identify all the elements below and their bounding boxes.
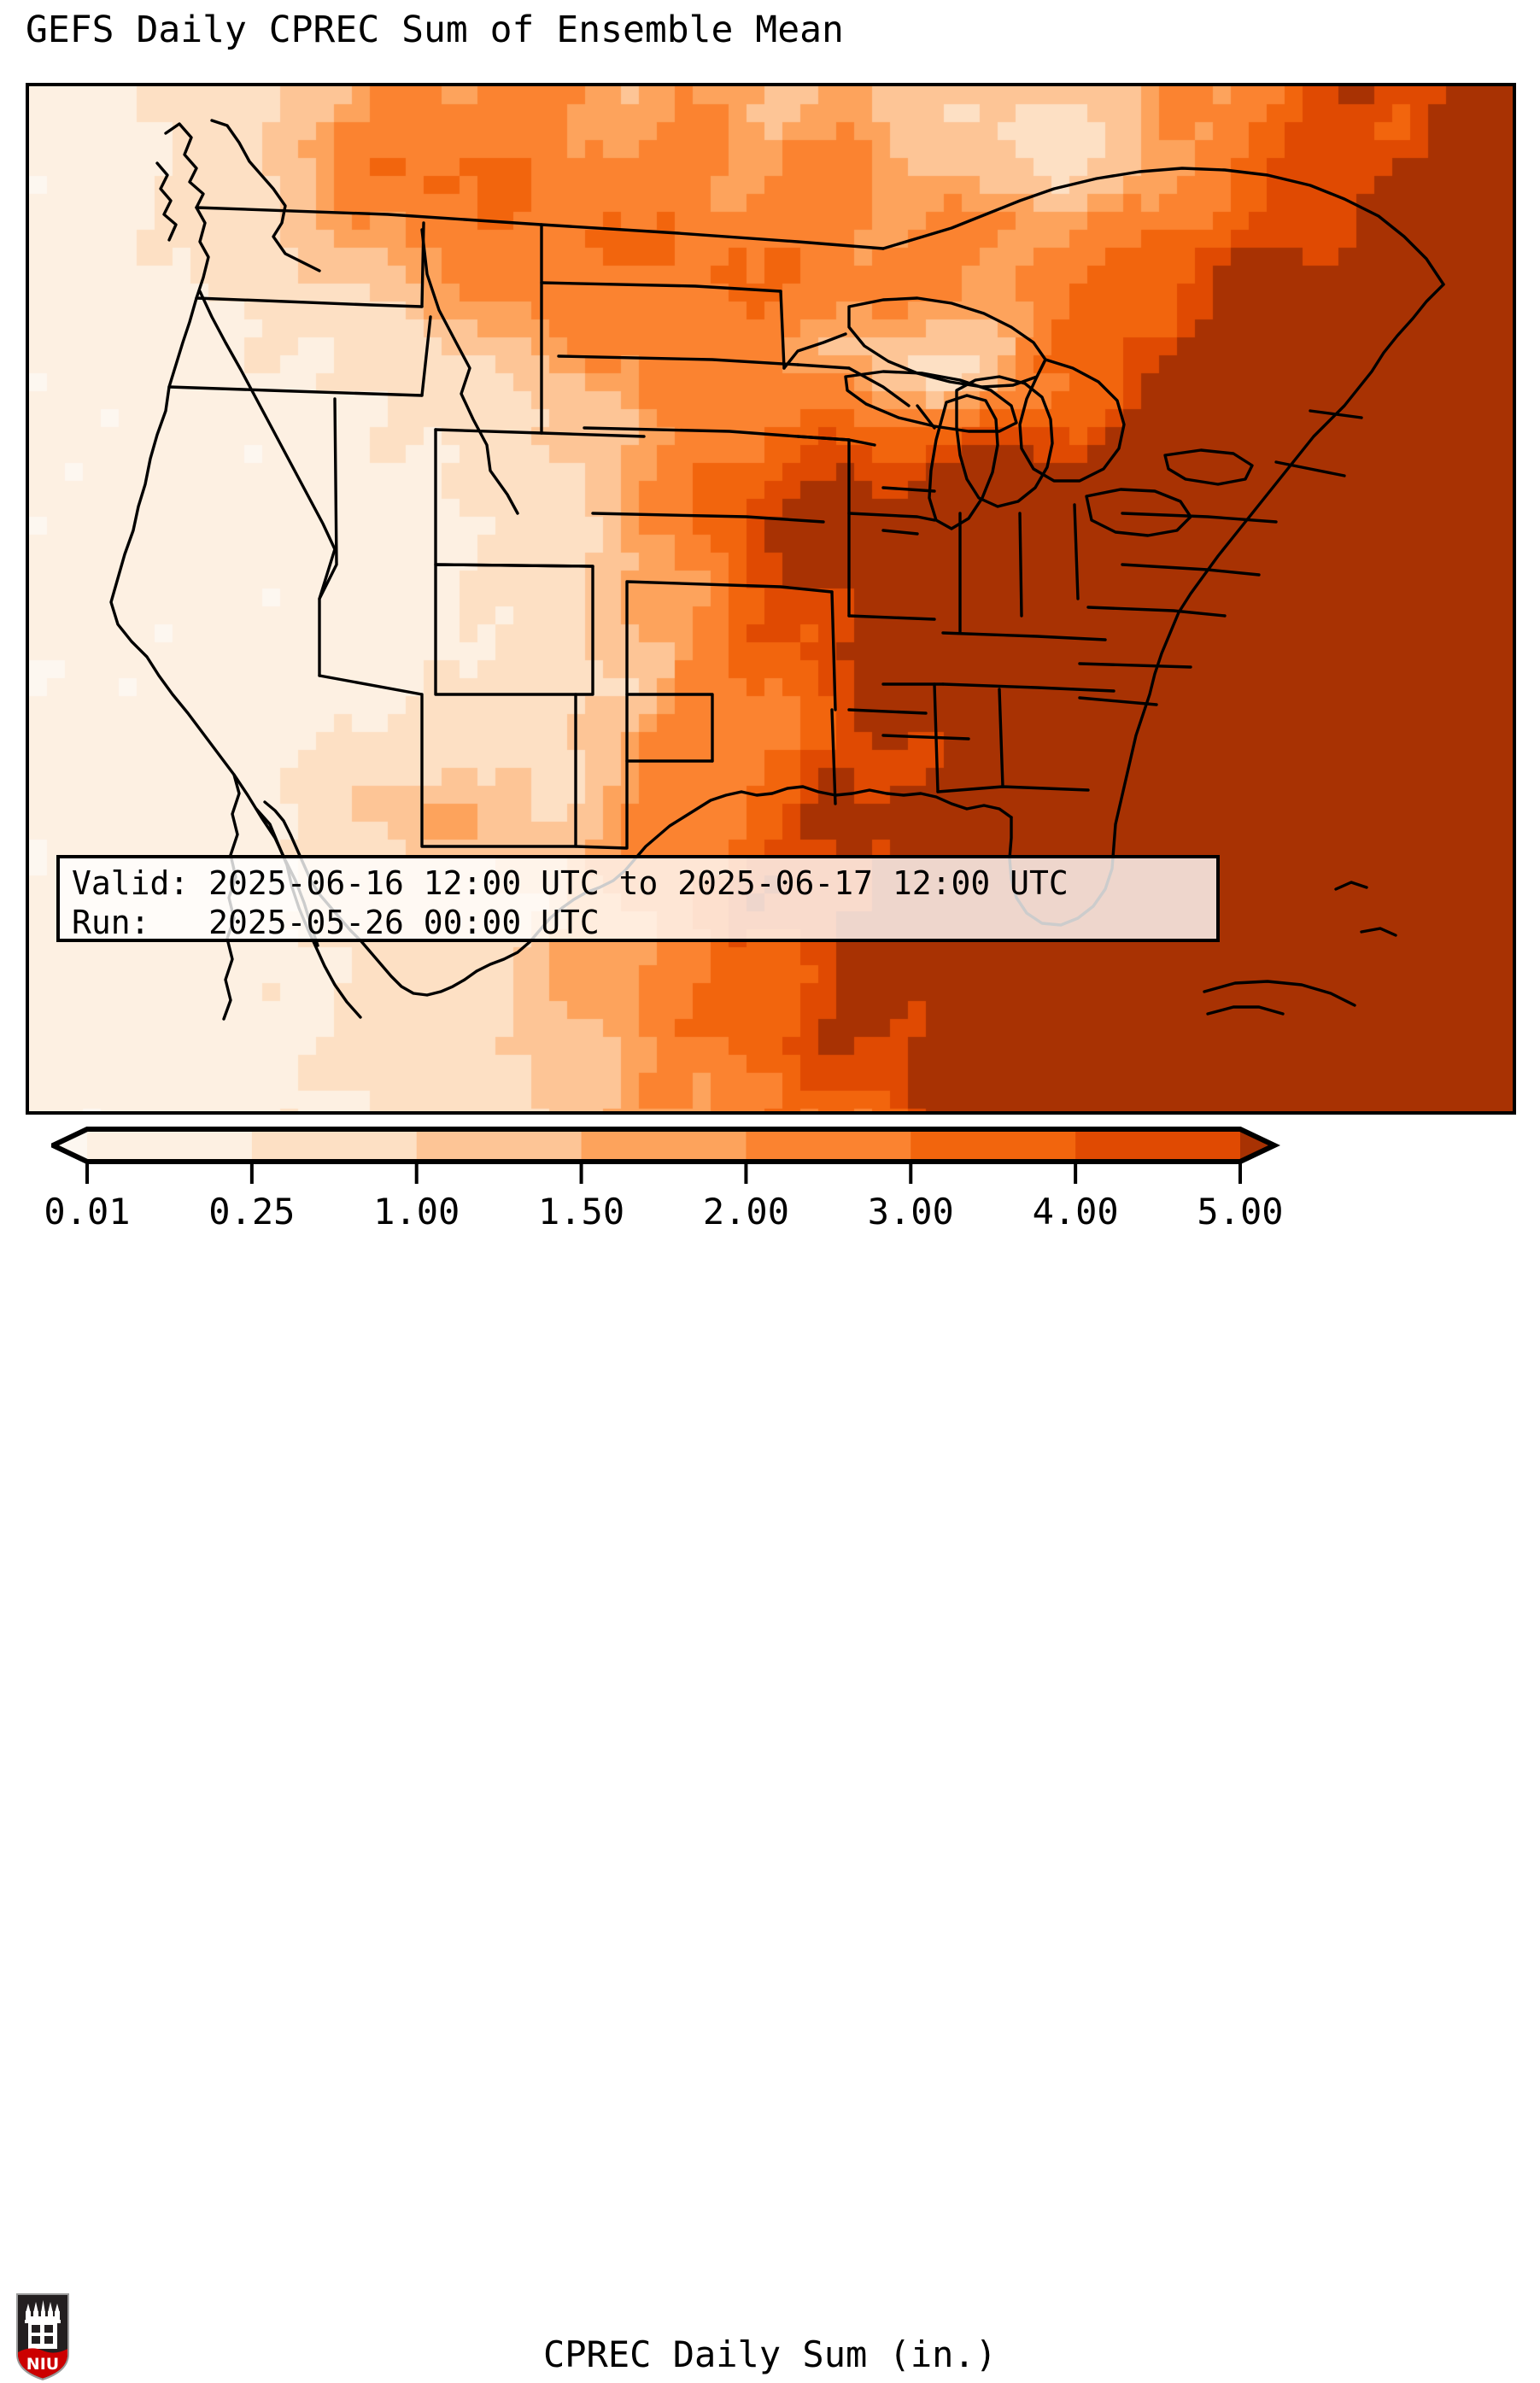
colorbar-tick-label: 2.00	[702, 1191, 789, 1232]
boundary-path	[847, 708, 928, 715]
colorbar-graphic	[51, 1127, 1280, 1184]
boundary-path	[625, 580, 834, 696]
boundary-path	[796, 435, 876, 447]
boundary-path	[1086, 563, 1261, 618]
boundary-path	[830, 708, 837, 805]
boundary-path	[625, 693, 714, 763]
colorbar-tick-label: 3.00	[867, 1191, 954, 1232]
boundary-path	[881, 167, 1445, 286]
boundary-path	[1203, 881, 1397, 1016]
boundary-path	[847, 614, 936, 621]
boundary-path	[167, 385, 424, 397]
boundary-path	[434, 428, 646, 438]
boundary-path	[1078, 662, 1192, 706]
boundary-path	[847, 366, 936, 536]
boundary-path	[420, 228, 519, 515]
boundary-path	[958, 503, 1080, 635]
boundary-path	[1085, 488, 1192, 537]
boundary-path	[591, 512, 825, 524]
boundary-path	[847, 512, 936, 522]
boundary-path	[557, 354, 799, 366]
boundary-path	[198, 290, 337, 600]
boundary-path	[318, 397, 338, 677]
map-panel: Valid: 2025-06-16 12:00 UTC to 2025-06-1…	[26, 83, 1516, 1115]
boundary-path	[109, 206, 319, 947]
colorbar-tick-label: 5.00	[1197, 1191, 1284, 1232]
valid-run-info-box: Valid: 2025-06-16 12:00 UTC to 2025-06-1…	[56, 855, 1220, 942]
colorbar-tick-label: 0.01	[44, 1191, 131, 1232]
colorbar-under-arrow	[53, 1129, 87, 1162]
colorbar-tick-label: 1.00	[373, 1191, 460, 1232]
boundary-path	[933, 682, 1004, 793]
colorbar-band	[581, 1129, 747, 1162]
boundary-path	[195, 296, 424, 308]
boundary-path	[318, 674, 577, 848]
colorbar-outline	[51, 1127, 1280, 1164]
boundary-path	[434, 563, 594, 696]
boundary-path	[1008, 283, 1445, 927]
boundary-path	[1121, 512, 1278, 524]
boundary-path	[941, 631, 1115, 693]
boundary-path	[574, 759, 714, 850]
boundary-path	[420, 221, 432, 397]
colorbar-area: 0.01 0.25 1.00 1.50 2.00 3.00 4.00 5.00 CPREC D…	[0, 1110, 1540, 2380]
figure-root: GEFS Daily CPREC Sum of Ensemble Mean Va…	[0, 9, 1540, 2380]
colorbar-title: CPREC Daily Sum (in.)	[542, 2333, 997, 2375]
boundary-path	[844, 370, 1018, 433]
colorbar-tick-label: 0.25	[208, 1191, 296, 1232]
colorbar-band	[911, 1129, 1076, 1162]
boundary-path	[1018, 358, 1126, 483]
boundary-path	[782, 332, 847, 370]
colorbar: 0.01 0.25 1.00 1.50 2.00 3.00 4.00 5.00	[44, 1119, 1284, 1232]
boundary-path	[779, 290, 786, 370]
boundary-path	[540, 281, 782, 293]
valid-time-line: Valid: 2025-06-16 12:00 UTC to 2025-06-1…	[72, 864, 1069, 902]
colorbar-tick-label: 1.50	[537, 1191, 625, 1232]
boundary-path	[164, 119, 321, 272]
boundary-path	[916, 404, 936, 430]
boundary-path	[434, 428, 594, 568]
geographic-boundaries	[109, 119, 1445, 1021]
boundary-path	[936, 785, 1090, 793]
colorbar-bands	[53, 1129, 1274, 1162]
boundary-path	[195, 206, 885, 250]
niu-logo: NIU	[16, 2293, 69, 2380]
colorbar-band	[251, 1129, 418, 1162]
niu-logo-text: NIU	[26, 2355, 59, 2374]
boundary-path	[830, 590, 837, 711]
boundary-path	[1274, 409, 1363, 477]
colorbar-band	[87, 1129, 253, 1162]
colorbar-band	[416, 1129, 583, 1162]
colorbar-band	[1075, 1129, 1241, 1162]
boundary-path	[928, 394, 999, 530]
boundary-path	[796, 363, 851, 370]
page-title: GEFS Daily CPREC Sum of Ensemble Mean	[26, 9, 844, 51]
boundary-path	[155, 161, 178, 242]
run-time-line: Run: 2025-05-26 00:00 UTC	[72, 904, 600, 941]
colorbar-ticks	[85, 1162, 1242, 1184]
colorbar-band	[746, 1129, 911, 1162]
colorbar-over-arrow	[1240, 1129, 1274, 1162]
boundary-path	[955, 375, 1054, 508]
boundary-path	[1163, 448, 1254, 486]
colorbar-tick-label: 4.00	[1032, 1191, 1119, 1232]
